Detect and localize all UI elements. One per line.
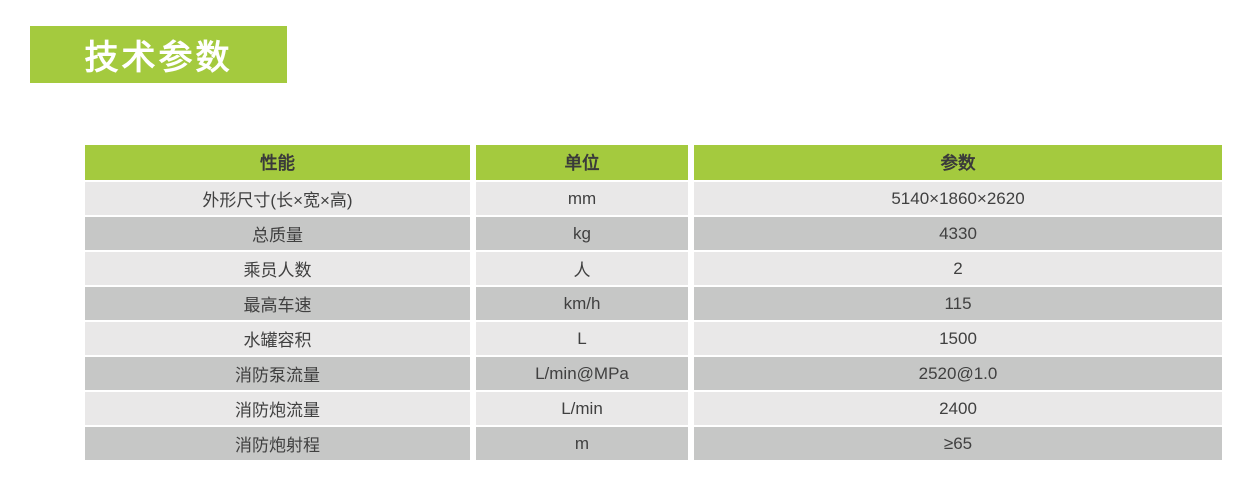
header-col-unit: 单位	[476, 145, 688, 180]
table-row: 总质量 kg 4330	[85, 217, 1222, 250]
spec-unit-cell: L/min@MPa	[476, 357, 688, 390]
spec-value-cell: 1500	[694, 322, 1222, 355]
spec-value-cell: 115	[694, 287, 1222, 320]
table-header-row: 性能 单位 参数	[85, 145, 1222, 180]
spec-name-cell: 消防炮射程	[85, 427, 470, 460]
spec-name-cell: 消防炮流量	[85, 392, 470, 425]
spec-value-cell: 2	[694, 252, 1222, 285]
spec-value-cell: 4330	[694, 217, 1222, 250]
table-row: 消防炮射程 m ≥65	[85, 427, 1222, 460]
spec-value-cell: 2520@1.0	[694, 357, 1222, 390]
header-col-performance: 性能	[85, 145, 470, 180]
spec-unit-cell: L	[476, 322, 688, 355]
table-row: 外形尺寸(长×宽×高) mm 5140×1860×2620	[85, 182, 1222, 215]
spec-name-cell: 乘员人数	[85, 252, 470, 285]
spec-table: 性能 单位 参数 外形尺寸(长×宽×高) mm 5140×1860×2620 总…	[85, 145, 1222, 460]
table-row: 水罐容积 L 1500	[85, 322, 1222, 355]
spec-name-cell: 总质量	[85, 217, 470, 250]
spec-value-cell: 2400	[694, 392, 1222, 425]
spec-unit-cell: 人	[476, 252, 688, 285]
section-title: 技术参数	[84, 39, 233, 77]
header-col-parameter: 参数	[694, 145, 1222, 180]
table-row: 最高车速 km/h 115	[85, 287, 1222, 320]
table-row: 消防炮流量 L/min 2400	[85, 392, 1222, 425]
table-row: 消防泵流量 L/min@MPa 2520@1.0	[85, 357, 1222, 390]
spec-name-cell: 外形尺寸(长×宽×高)	[85, 182, 470, 215]
spec-name-cell: 水罐容积	[85, 322, 470, 355]
spec-unit-cell: km/h	[476, 287, 688, 320]
spec-unit-cell: kg	[476, 217, 688, 250]
spec-name-cell: 消防泵流量	[85, 357, 470, 390]
spec-value-cell: 5140×1860×2620	[694, 182, 1222, 215]
spec-value-cell: ≥65	[694, 427, 1222, 460]
table-body: 外形尺寸(长×宽×高) mm 5140×1860×2620 总质量 kg 433…	[85, 182, 1222, 460]
spec-unit-cell: mm	[476, 182, 688, 215]
section-title-badge: 技术参数	[30, 26, 287, 83]
table-row: 乘员人数 人 2	[85, 252, 1222, 285]
spec-unit-cell: m	[476, 427, 688, 460]
spec-name-cell: 最高车速	[85, 287, 470, 320]
spec-unit-cell: L/min	[476, 392, 688, 425]
